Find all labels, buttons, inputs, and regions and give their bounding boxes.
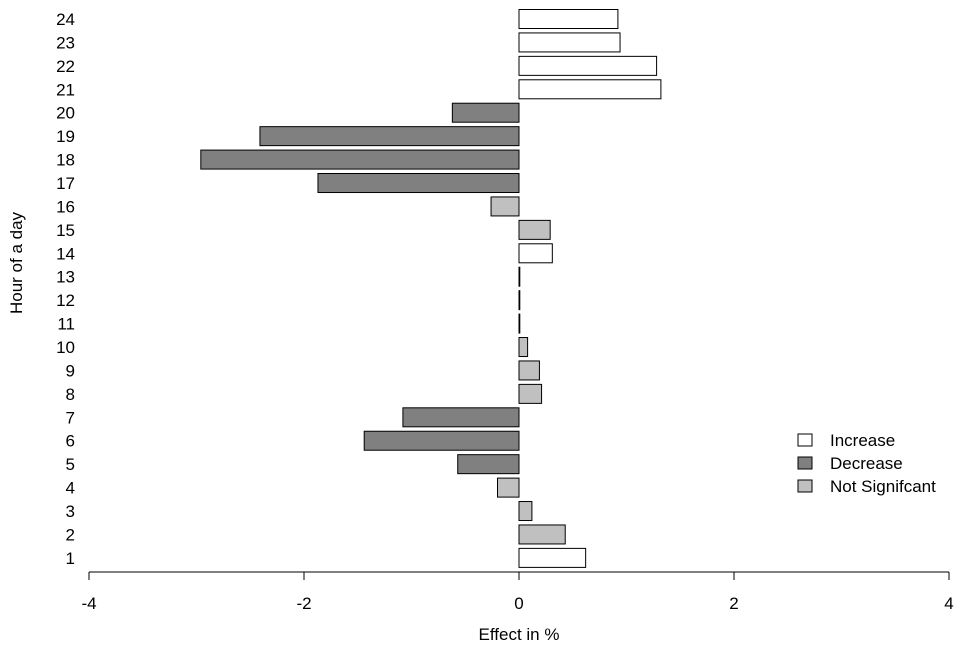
y-tick-label: 21 [56, 80, 75, 99]
bar-hour-1 [518, 547, 587, 568]
y-tick-label: 24 [56, 10, 75, 29]
y-tick-label: 17 [56, 174, 75, 193]
bar-hour-16 [490, 196, 520, 217]
y-tick-label: 3 [66, 502, 75, 521]
y-tick-label: 18 [56, 151, 75, 170]
bar-hour-13 [518, 266, 521, 287]
bar-hour-21 [518, 79, 662, 100]
y-tick-label: 2 [66, 525, 75, 544]
y-tick-label: 1 [66, 549, 75, 568]
bar-hour-9 [518, 360, 540, 381]
legend-label: Increase [830, 431, 895, 450]
bar-hour-24 [518, 9, 619, 29]
bar-hour-8 [518, 383, 543, 404]
y-tick-label: 5 [66, 455, 75, 474]
y-tick-label: 6 [66, 432, 75, 451]
y-tick-label: 20 [56, 104, 75, 123]
y-tick-label: 14 [56, 244, 75, 263]
bar-hour-14 [518, 243, 553, 264]
y-tick-label: 23 [56, 33, 75, 52]
x-tick-label: 4 [944, 594, 953, 613]
bar-hour-3 [518, 501, 533, 522]
y-tick-label: 4 [66, 479, 75, 498]
bar-hour-5 [457, 454, 520, 475]
y-tick-label: 15 [56, 221, 75, 240]
y-tick-label: 16 [56, 197, 75, 216]
legend-swatch [797, 433, 813, 447]
bar-hour-18 [200, 149, 520, 170]
bar-hour-15 [518, 219, 551, 240]
x-ticks: -4 -2 0 2 4 [81, 572, 954, 613]
legend-swatch [797, 456, 813, 470]
legend-label: Not Signifcant [830, 477, 936, 496]
x-tick-label: -2 [296, 594, 311, 613]
y-tick-label: 7 [66, 408, 75, 427]
y-tick-label: 12 [56, 291, 75, 310]
bar-hour-10 [518, 337, 529, 358]
bar-hour-20 [451, 102, 520, 123]
bar-hour-23 [518, 32, 621, 53]
bar-hour-19 [259, 126, 520, 147]
bar-hour-22 [518, 55, 658, 76]
legend-label: Decrease [830, 454, 903, 473]
y-tick-label: 8 [66, 385, 75, 404]
y-tick-label: 10 [56, 338, 75, 357]
y-tick-label: 22 [56, 57, 75, 76]
bar-hour-17 [317, 173, 520, 194]
y-tick-label: 13 [56, 268, 75, 287]
x-axis-title: Effect in % [479, 625, 560, 644]
x-tick-label: -4 [81, 594, 96, 613]
x-tick-label: 2 [729, 594, 738, 613]
bars-group [200, 9, 662, 568]
bar-hour-11 [518, 313, 521, 334]
y-tick-label: 19 [56, 127, 75, 146]
bar-hour-12 [518, 290, 521, 311]
bar-hour-4 [497, 477, 520, 498]
bar-hour-6 [363, 430, 520, 451]
bar-hour-2 [518, 524, 566, 545]
legend: Increase Decrease Not Signifcant [797, 431, 936, 496]
y-axis-title: Hour of a day [7, 211, 26, 314]
y-tick-label: 11 [57, 315, 75, 334]
y-tick-label: 9 [66, 361, 75, 380]
bar-hour-7 [402, 407, 520, 428]
legend-swatch [797, 479, 813, 493]
x-tick-label: 0 [514, 594, 523, 613]
